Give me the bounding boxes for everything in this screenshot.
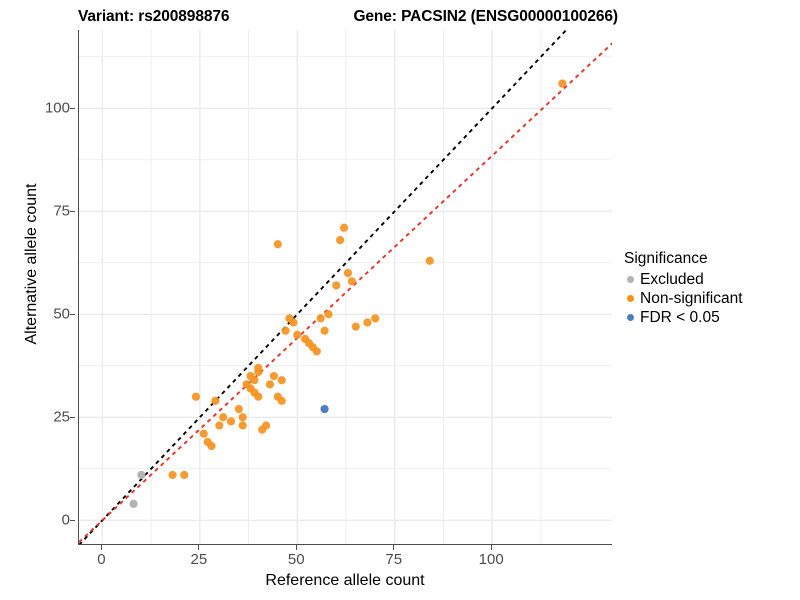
- y-tickmark-0: [70, 519, 75, 521]
- reference-line-fit: [79, 42, 612, 543]
- legend-key-icon: [624, 311, 637, 324]
- y-tickmark-50: [70, 313, 75, 315]
- x-axis-tick-labels: 0 25 50 75 100: [0, 545, 800, 572]
- y-tick-100: 100: [44, 99, 70, 117]
- y-tick-25: 25: [53, 408, 70, 426]
- y-tick-50: 50: [53, 305, 70, 323]
- x-tick-75: 75: [385, 551, 403, 568]
- y-axis-title: Alternative allele count: [23, 183, 40, 345]
- gene-title: Gene: PACSIN2 (ENSG00000100266): [353, 8, 618, 25]
- legend-item-label: FDR < 0.05: [640, 308, 720, 326]
- reference-line-identity: [79, 30, 568, 544]
- legend-item-label: Excluded: [640, 270, 704, 288]
- chart-title-row: Variant: rs200898876 Gene: PACSIN2 (ENSG…: [78, 6, 618, 28]
- grid-minor: [79, 30, 612, 544]
- x-tickmark-100: [490, 545, 492, 550]
- legend-dot-icon: [627, 314, 634, 321]
- x-tick-50: 50: [287, 551, 305, 568]
- legend-dot-icon: [627, 295, 634, 302]
- x-axis-title: Reference allele count: [265, 572, 425, 589]
- y-tick-0: 0: [61, 511, 70, 529]
- legend-item-label: Non-significant: [640, 289, 743, 307]
- legend-item-non-significant[interactable]: Non-significant: [624, 289, 800, 308]
- grid-major: [79, 30, 612, 544]
- x-tick-25: 25: [190, 551, 208, 568]
- legend-item-fdr-0-05[interactable]: FDR < 0.05: [624, 308, 800, 327]
- legend-items: Excluded Non-significant FDR < 0.05: [624, 270, 800, 327]
- y-tick-75: 75: [53, 202, 70, 220]
- x-tickmark-50: [295, 545, 297, 550]
- series-excluded: [129, 470, 146, 508]
- series-non-significant: [168, 79, 567, 480]
- variant-title: Variant: rs200898876: [78, 8, 230, 25]
- x-tickmark-25: [198, 545, 200, 550]
- x-tick-0: 0: [97, 551, 106, 568]
- x-tickmark-75: [393, 545, 395, 550]
- plot-panel: [78, 30, 612, 545]
- x-tickmark-0: [100, 545, 102, 550]
- legend: Significance Excluded Non-significant FDR …: [624, 250, 800, 327]
- legend-title: Significance: [624, 250, 708, 267]
- series-fdr-0-05: [320, 404, 329, 414]
- legend-dot-icon: [627, 276, 634, 283]
- legend-key-icon: [624, 273, 637, 286]
- legend-key-icon: [624, 292, 637, 305]
- y-tickmark-75: [70, 210, 75, 212]
- x-tick-100: 100: [478, 551, 504, 568]
- legend-item-excluded[interactable]: Excluded: [624, 270, 800, 289]
- y-tickmark-25: [70, 416, 75, 418]
- y-axis-tick-labels: 0 25 50 75 100: [30, 0, 75, 600]
- scatter-plot-canvas: [79, 30, 612, 544]
- y-tickmark-100: [70, 107, 75, 109]
